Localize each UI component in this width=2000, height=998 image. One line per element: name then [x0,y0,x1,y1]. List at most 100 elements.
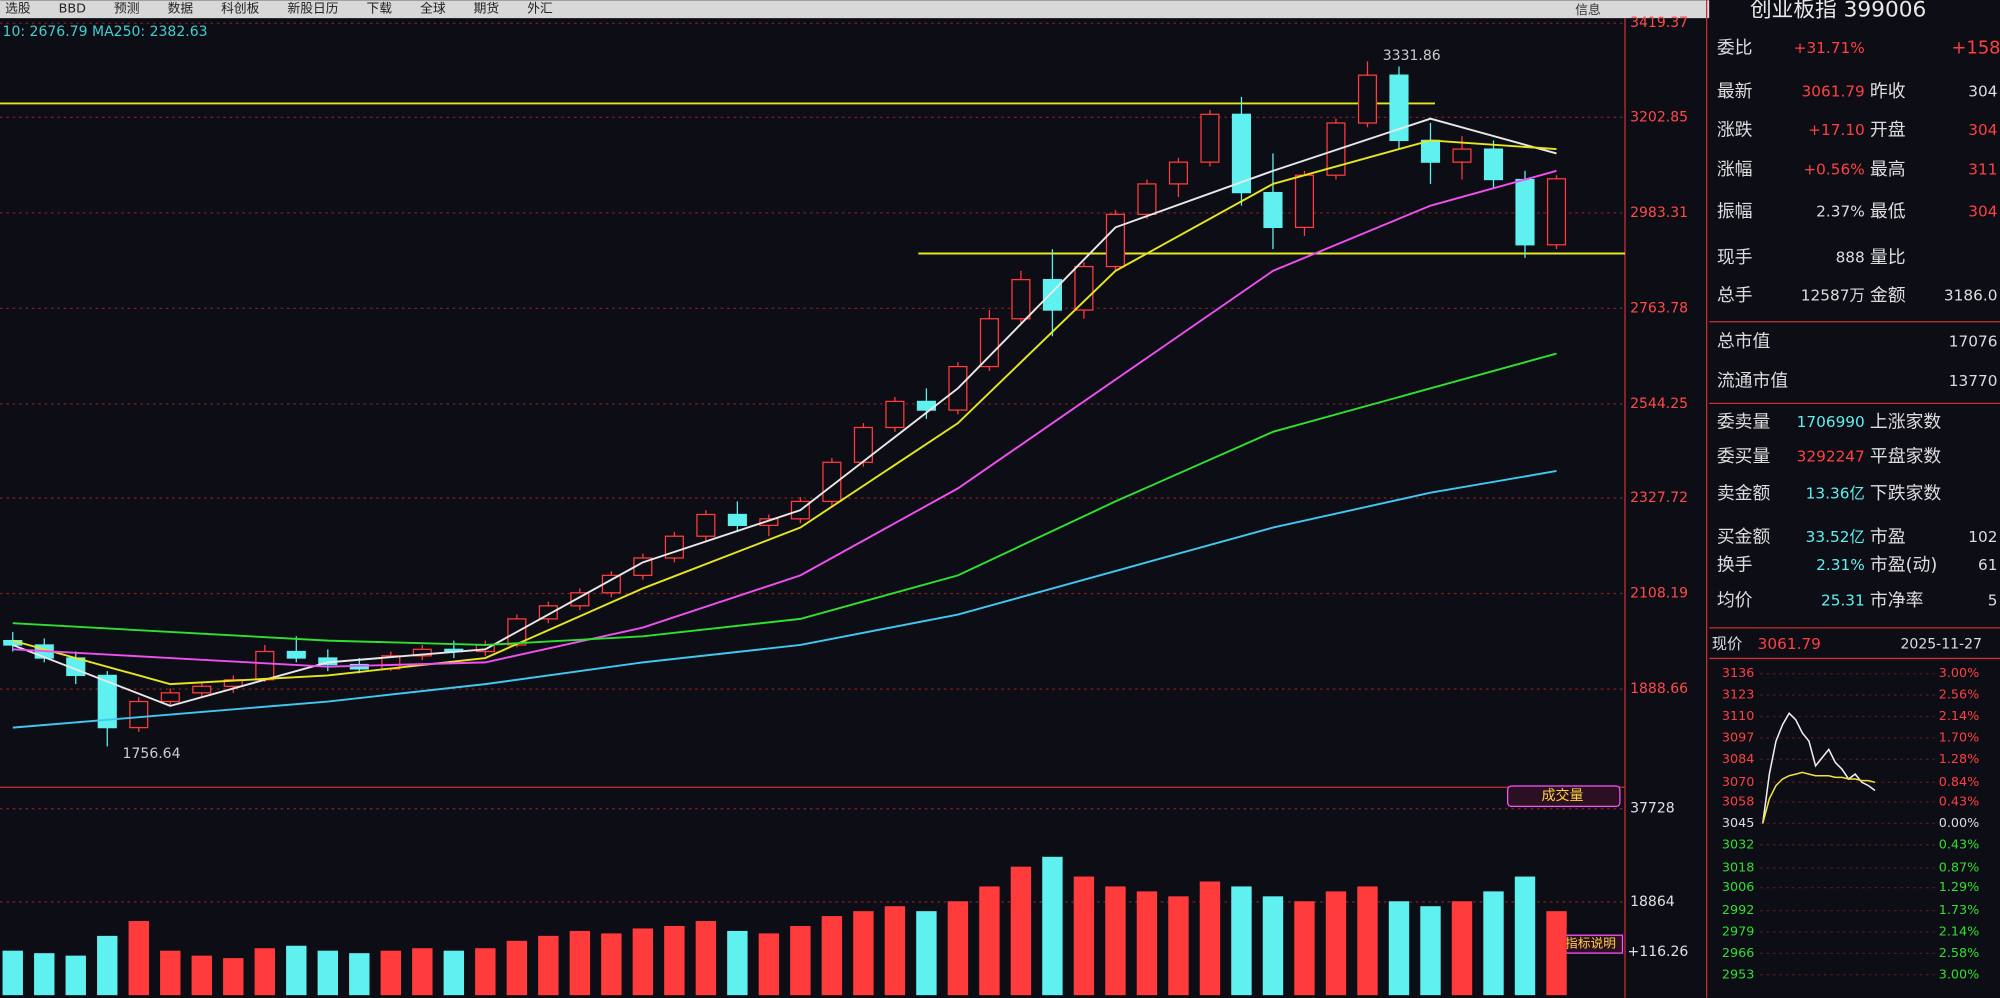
volume-bar [1168,896,1189,996]
intraday-price-label: 3058 [1722,795,1754,810]
y-tick-label: 2544.25 [1630,396,1688,412]
quote-cell: 卖金额 [1717,483,1771,504]
moving-average [12,117,1557,707]
price: 3061.79 [1758,635,1821,653]
candle-body [1231,113,1252,194]
intraday-price-label: 3006 [1722,880,1754,895]
volume-bar [380,950,402,996]
quote-cell: 2.31% [1816,556,1865,574]
quote-cell: 均价 [1717,590,1753,611]
candle-body [1074,265,1094,311]
volume-bar [1420,906,1441,996]
quote-cell: 最低 [1870,201,1906,222]
volume-bar [790,925,811,996]
toolbar-button[interactable]: 预测 [114,2,140,17]
volume-bar [1262,896,1284,996]
panel-title: 创业板指 399006 [1750,0,1926,22]
candle-body [1389,74,1409,142]
volume-extra: +116.26 [1628,944,1689,960]
high-label: 3331.86 [1383,48,1441,64]
volume-bar [1451,901,1473,996]
moving-average [12,169,1557,668]
intraday-pct-label: 1.28% [1939,752,1980,767]
quote-cell: 3186.0 [1944,287,1998,305]
toolbar-button[interactable]: 外汇 [527,2,553,17]
volume-bar [97,935,118,996]
volume-bar [979,886,1000,996]
quote-cell: 304 [1968,203,1997,221]
volume-bar [223,958,244,996]
toolbar-button[interactable]: 下载 [367,2,393,17]
volume-tick-label: 37728 [1630,801,1675,817]
volume-bar [286,945,307,996]
quote-cell: 3061.79 [1802,83,1865,101]
quote-cell: 总市值 [1717,331,1771,352]
quote-cell: 委比 [1717,38,1753,59]
candle-body [1168,161,1189,185]
quote-cell: 888 [1836,248,1865,266]
volume-bar [664,925,685,996]
toolbar-button[interactable]: 全球 [420,1,446,17]
quote-cell: +158 [1952,38,2000,59]
quote-cell: 量比 [1870,247,1906,268]
quote-cell: 涨跌 [1717,119,1753,140]
volume-bar [1042,856,1063,996]
volume-label[interactable]: 成交量 [1541,787,1583,804]
volume-bar [1483,891,1504,996]
volume-bar [1136,891,1158,996]
volume-bar [128,921,149,996]
volume-bar [475,948,496,996]
intraday-pct-label: 2.14% [1939,709,1980,724]
candle-body [1294,174,1315,229]
y-tick-label: 2108.19 [1630,586,1688,602]
quote-cell: 振幅 [1717,201,1753,222]
toolbar-button[interactable]: BBD [59,2,86,17]
intraday-price-label: 3070 [1722,775,1754,790]
toolbar-button[interactable]: 数据 [168,2,194,17]
volume-bar [2,950,23,996]
candle-body [255,650,275,681]
moving-average [12,139,1557,686]
quote-cell: 最高 [1870,159,1906,180]
volume-bar [1010,866,1032,996]
quote-cell: 61 [1978,556,1997,574]
quote-cell: 33.52亿 [1806,528,1865,546]
intraday-pct-label: 0.84% [1939,775,1980,790]
toolbar-button[interactable]: 新股日历 [287,1,338,17]
quote-cell: 现手 [1717,247,1753,268]
volume-bar [34,953,55,996]
quote-cell: 最新 [1717,81,1753,102]
ma-header: 10: 2676.79 MA250: 2382.63 [3,24,208,40]
intraday-pct-label: 0.87% [1939,860,1980,875]
toolbar-button[interactable]: 选股 [5,2,31,17]
toolbar-button[interactable]: 期货 [474,1,500,17]
intraday-pct-label: 0.00% [1939,816,1980,831]
quote-cell: 304 [1968,83,1997,101]
candle-body [1357,74,1378,124]
quote-cell: 市盈(动) [1870,554,1937,575]
volume-bar [1199,881,1221,996]
quote-cell: 304 [1968,121,1997,139]
candle-body [1011,278,1031,320]
quote-cell: +0.56% [1803,160,1864,178]
candle-body [286,650,306,659]
candle-body [759,518,779,526]
indicator-note[interactable]: 指标说明 [1565,937,1616,952]
info-tab[interactable]: 信息 [1575,2,1601,18]
intraday-price-label: 3032 [1722,837,1754,852]
volume-bar [727,930,748,996]
toolbar-button[interactable]: 科创板 [221,2,259,17]
volume-bar [947,901,969,996]
quote-cell: 委卖量 [1717,411,1771,432]
quote-cell: 5 [1988,592,1998,610]
candle-body [696,513,716,537]
candle-body [727,513,747,526]
y-tick-label: 2983.31 [1630,205,1688,221]
intraday-price-label: 2979 [1722,924,1754,939]
quote-cell: 311 [1968,160,1997,178]
intraday-line [1761,711,1876,824]
volume-button[interactable] [1507,785,1621,808]
quote-cell: 开盘 [1870,119,1906,140]
intraday-line [1762,771,1876,824]
y-tick-label: 2327.72 [1630,490,1688,506]
